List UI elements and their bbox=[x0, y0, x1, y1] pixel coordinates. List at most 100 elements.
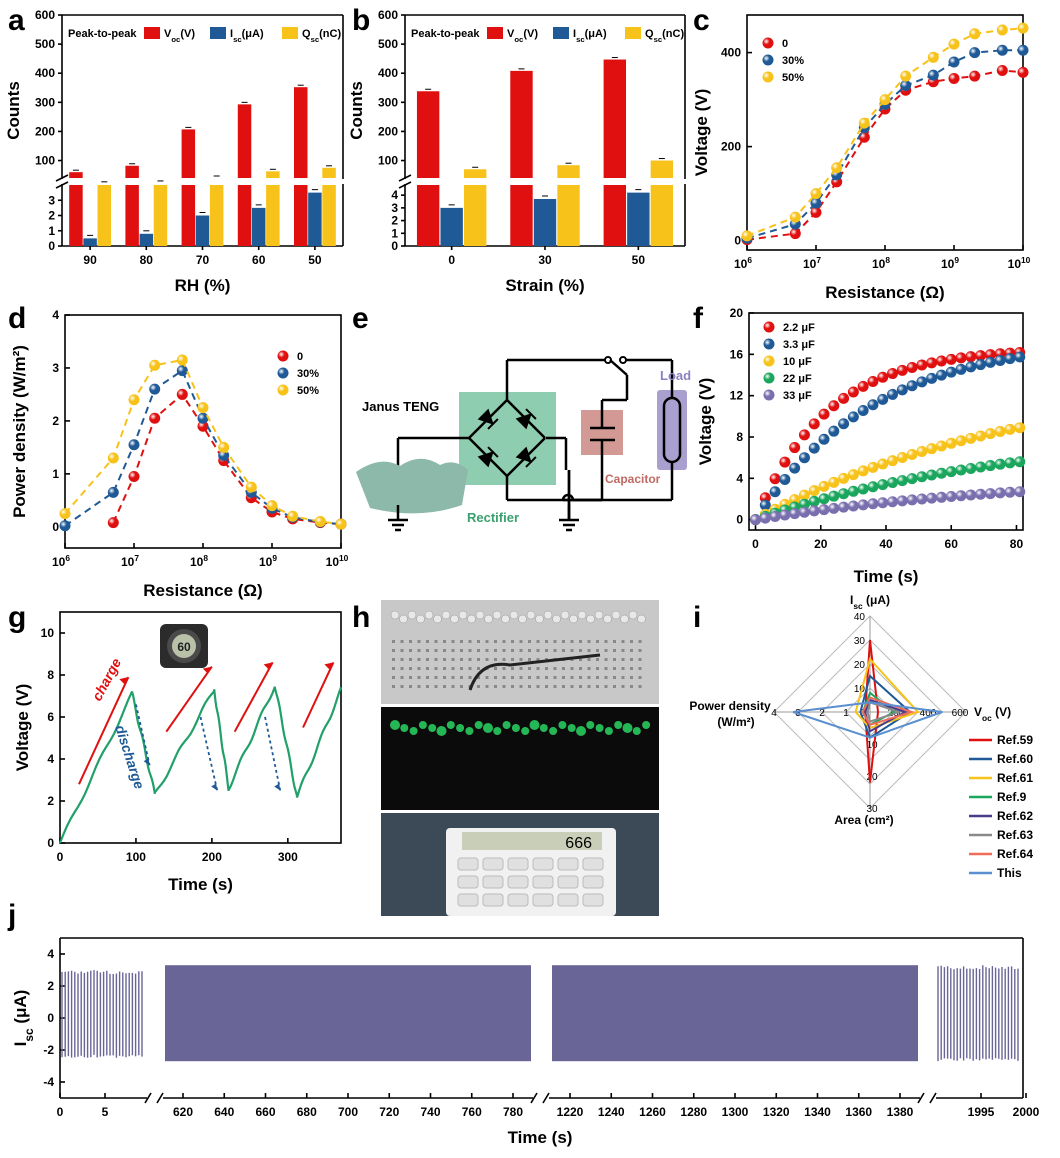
radar-axis-label: Isc (μA) bbox=[850, 593, 890, 611]
panel-letter-e: e bbox=[352, 302, 369, 335]
bar-Isc(μA) bbox=[83, 238, 96, 246]
led bbox=[629, 611, 637, 619]
led bbox=[425, 611, 433, 619]
y-tick-label: 16 bbox=[730, 347, 744, 361]
breadboard-hole bbox=[401, 640, 404, 643]
data-point bbox=[809, 443, 820, 454]
breadboard-hole bbox=[588, 676, 591, 679]
y-tick-label: 4 bbox=[391, 188, 398, 202]
y-tick-label: 300 bbox=[35, 95, 55, 109]
breadboard-hole bbox=[418, 640, 421, 643]
breadboard-hole bbox=[401, 649, 404, 652]
breadboard-hole bbox=[469, 649, 472, 652]
y-axis-label: Isc (μA) bbox=[11, 990, 36, 1047]
y-tick-label: 6 bbox=[47, 710, 54, 724]
legend-label: 50% bbox=[782, 72, 804, 84]
panel-letter-i: i bbox=[693, 601, 701, 634]
breadboard-hole bbox=[511, 649, 514, 652]
led bbox=[493, 611, 501, 619]
y-tick-label: 400 bbox=[721, 46, 741, 60]
breadboard-hole bbox=[605, 667, 608, 670]
calc-key bbox=[558, 876, 578, 888]
led-glow bbox=[437, 726, 447, 736]
data-point bbox=[1014, 351, 1025, 362]
data-point bbox=[969, 47, 980, 58]
breadboard-hole bbox=[605, 676, 608, 679]
x-axis-label: Time (s) bbox=[854, 567, 919, 586]
breadboard-hole bbox=[409, 640, 412, 643]
y-tick-label: 200 bbox=[35, 124, 55, 138]
data-point bbox=[129, 394, 140, 405]
breadboard-hole bbox=[418, 685, 421, 688]
data-point bbox=[779, 457, 790, 468]
panel-letter-d: d bbox=[8, 302, 26, 335]
breadboard-hole bbox=[639, 640, 642, 643]
legend-label: Ref.64 bbox=[997, 847, 1033, 861]
data-point bbox=[926, 357, 937, 368]
legend-marker bbox=[763, 72, 774, 83]
legend-label: 0 bbox=[782, 38, 788, 50]
legend-label: Ref.59 bbox=[997, 733, 1033, 747]
breadboard-hole bbox=[562, 667, 565, 670]
led bbox=[400, 615, 408, 623]
y-tick-label: 2 bbox=[48, 209, 55, 223]
led bbox=[476, 611, 484, 619]
legend-swatch bbox=[210, 27, 226, 39]
breadboard-hole bbox=[409, 667, 412, 670]
x-axis-label: Resistance (Ω) bbox=[825, 283, 944, 302]
y-tick-label: 600 bbox=[378, 8, 398, 22]
data-point bbox=[877, 479, 888, 490]
breadboard-hole bbox=[469, 667, 472, 670]
x-tick-label: 60 bbox=[945, 537, 959, 551]
x-tick-label: 0 bbox=[57, 850, 64, 864]
y-tick-label: 4 bbox=[47, 752, 54, 766]
breadboard-hole bbox=[469, 640, 472, 643]
breadboard-hole bbox=[503, 658, 506, 661]
data-point bbox=[897, 384, 908, 395]
data-point bbox=[819, 504, 830, 515]
breadboard-hole bbox=[579, 667, 582, 670]
breadboard-hole bbox=[630, 649, 633, 652]
charge-arrow bbox=[166, 667, 212, 732]
bar-Isc(μA) bbox=[440, 208, 462, 246]
figure: a b cd e fg h ij100200300400500600012390 80 70 60… bbox=[0, 0, 1060, 1158]
legend-label: 0 bbox=[297, 351, 303, 363]
legend-label: 33 μF bbox=[783, 390, 812, 402]
breadboard-hole bbox=[605, 658, 608, 661]
breadboard-hole bbox=[452, 658, 455, 661]
data-point bbox=[828, 426, 839, 437]
y-tick-label: 20 bbox=[730, 306, 744, 320]
data-point bbox=[887, 455, 898, 466]
data-point bbox=[1004, 424, 1015, 435]
breadboard-hole bbox=[528, 649, 531, 652]
data-point bbox=[848, 500, 859, 511]
y-tick-label: 100 bbox=[35, 154, 55, 168]
data-point bbox=[1014, 456, 1025, 467]
rectifier-box bbox=[459, 392, 556, 485]
panel-letter-j: j bbox=[7, 899, 16, 932]
load-label: Load bbox=[660, 368, 691, 383]
x-tick-label: 620 bbox=[173, 1105, 193, 1119]
y-axis-label: Counts bbox=[4, 81, 23, 140]
y-tick-label: 0 bbox=[736, 513, 743, 527]
breadboard-hole bbox=[630, 640, 633, 643]
y-tick-label: 2 bbox=[47, 794, 54, 808]
x-axis-label: Strain (%) bbox=[505, 276, 584, 295]
data-point bbox=[779, 510, 790, 521]
discharge-arrow bbox=[201, 717, 218, 791]
breadboard-hole bbox=[477, 658, 480, 661]
breadboard-hole bbox=[588, 667, 591, 670]
data-point bbox=[936, 370, 947, 381]
calc-key bbox=[533, 876, 553, 888]
led-glow bbox=[549, 727, 557, 735]
data-point bbox=[129, 439, 140, 450]
x-tick-label: 1010 bbox=[326, 553, 349, 569]
y-tick-label: 1 bbox=[48, 224, 55, 238]
data-point bbox=[887, 496, 898, 507]
data-point bbox=[965, 351, 976, 362]
data-point bbox=[985, 460, 996, 471]
data-point bbox=[149, 413, 160, 424]
data-point bbox=[789, 442, 800, 453]
breadboard-hole bbox=[511, 658, 514, 661]
breadboard-hole bbox=[503, 640, 506, 643]
